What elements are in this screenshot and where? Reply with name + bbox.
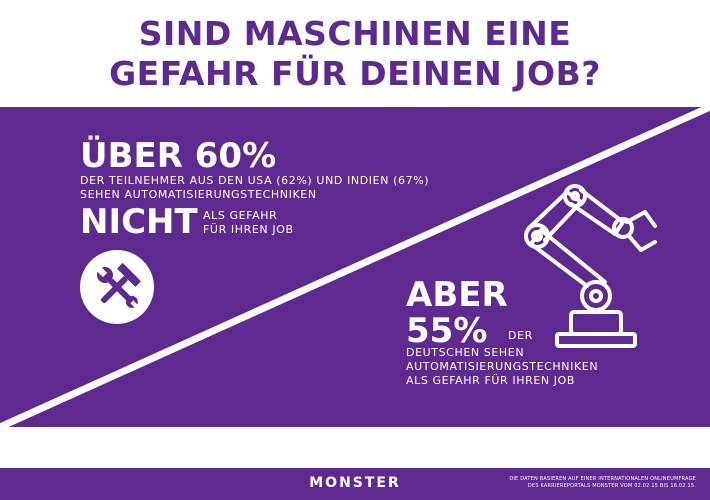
robot-arm-icon xyxy=(515,182,665,362)
right-headline-aber: ABER xyxy=(406,275,508,315)
right-text-block: DEUTSCHEN SEHEN AUTOMATISIERUNGSTECHNIKE… xyxy=(406,346,598,388)
headline-line-1: SIND MASCHINEN EINE xyxy=(138,14,572,53)
headline-line-2: GEFAHR FÜR DEINEN JOB? xyxy=(109,54,601,93)
hammer-wrench-icon xyxy=(80,250,154,324)
right-text-line-3: ALS GEFAHR FÜR IHREN JOB xyxy=(406,374,576,387)
nicht-tail-line-1: ALS GEFAHR xyxy=(203,209,278,222)
source-note-line-1: DIE DATEN BASIEREN AUF EINER INTERNATION… xyxy=(509,476,696,482)
nicht-emphasis: NICHT xyxy=(80,202,198,242)
left-text-line-2: SEHEN AUTOMATISIERUNGSTECHNIKEN xyxy=(80,188,317,201)
right-headline-percent: 55% xyxy=(406,311,488,351)
nicht-tail-line-2: FÜR IHREN JOB xyxy=(203,223,294,236)
monster-logo: MONSTER xyxy=(309,475,401,491)
source-note-line-2: DES KARRIEREPORTALS MONSTER VOM 02.02.15… xyxy=(527,483,696,489)
source-note: DIE DATEN BASIEREN AUF EINER INTERNATION… xyxy=(509,476,696,490)
left-text-line-1: DER TEILNEHMER AUS DEN USA (62%) UND IND… xyxy=(80,174,430,187)
left-headline: ÜBER 60% xyxy=(80,136,277,176)
headline: SIND MASCHINEN EINE GEFAHR FÜR DEINEN JO… xyxy=(0,14,710,94)
left-statistic: ÜBER 60% DER TEILNEHMER AUS DEN USA (62%… xyxy=(80,138,429,202)
footer-bar: MONSTER DIE DATEN BASIEREN AUF EINER INT… xyxy=(0,468,710,500)
purple-panel xyxy=(0,107,710,427)
right-text-line-2: AUTOMATISIERUNGSTECHNIKEN xyxy=(406,360,599,373)
right-inline-word: DER xyxy=(508,329,533,342)
right-text-line-1: DEUTSCHEN SEHEN xyxy=(406,346,525,359)
right-percent-row: 55% DER xyxy=(406,311,532,351)
nicht-tail: ALS GEFAHR FÜR IHREN JOB xyxy=(203,209,294,237)
diagonal-panel-graphic xyxy=(0,107,710,427)
